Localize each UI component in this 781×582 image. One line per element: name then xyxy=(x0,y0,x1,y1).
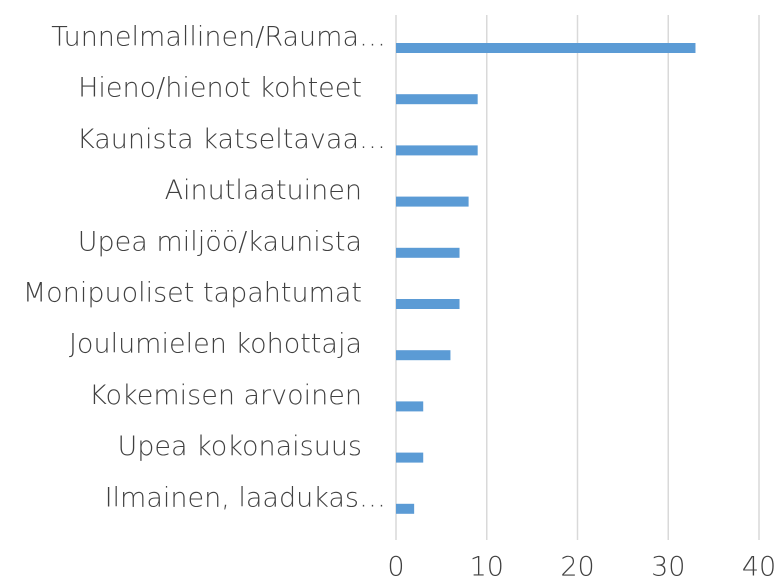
bar xyxy=(396,247,460,258)
bar xyxy=(396,452,424,463)
bar xyxy=(396,43,696,53)
y-tick-label: Ilmainen, laadukas… xyxy=(105,482,386,513)
bar xyxy=(396,196,469,207)
y-tick-label: Kokemisen arvoinen xyxy=(89,380,362,411)
y-tick-label: Hieno/hienot kohteet xyxy=(78,73,362,104)
y-tick-label: Joulumielen kohottaja xyxy=(69,329,362,360)
x-tick-label: 40 xyxy=(742,552,776,582)
bar xyxy=(396,401,424,412)
x-tick-label: 30 xyxy=(651,552,685,582)
y-tick-label: Kaunista katseltavaa… xyxy=(77,124,386,155)
x-tick-label: 0 xyxy=(387,552,404,582)
y-tick-label: Tunnelmallinen/Rauma… xyxy=(51,22,386,53)
y-tick-label: Upea kokonaisuus xyxy=(117,431,362,462)
y-tick-label: Upea miljöö/kaunista xyxy=(78,226,362,257)
bar xyxy=(396,503,415,514)
bar xyxy=(396,350,451,361)
bar xyxy=(396,145,478,156)
x-tick-label: 20 xyxy=(560,552,594,582)
bar xyxy=(396,94,478,105)
y-tick-label: Monipuoliset tapahtumat xyxy=(23,278,362,309)
y-tick-label: Ainutlaatuinen xyxy=(165,175,362,206)
bar xyxy=(396,299,460,309)
x-tick-label: 10 xyxy=(470,552,504,582)
